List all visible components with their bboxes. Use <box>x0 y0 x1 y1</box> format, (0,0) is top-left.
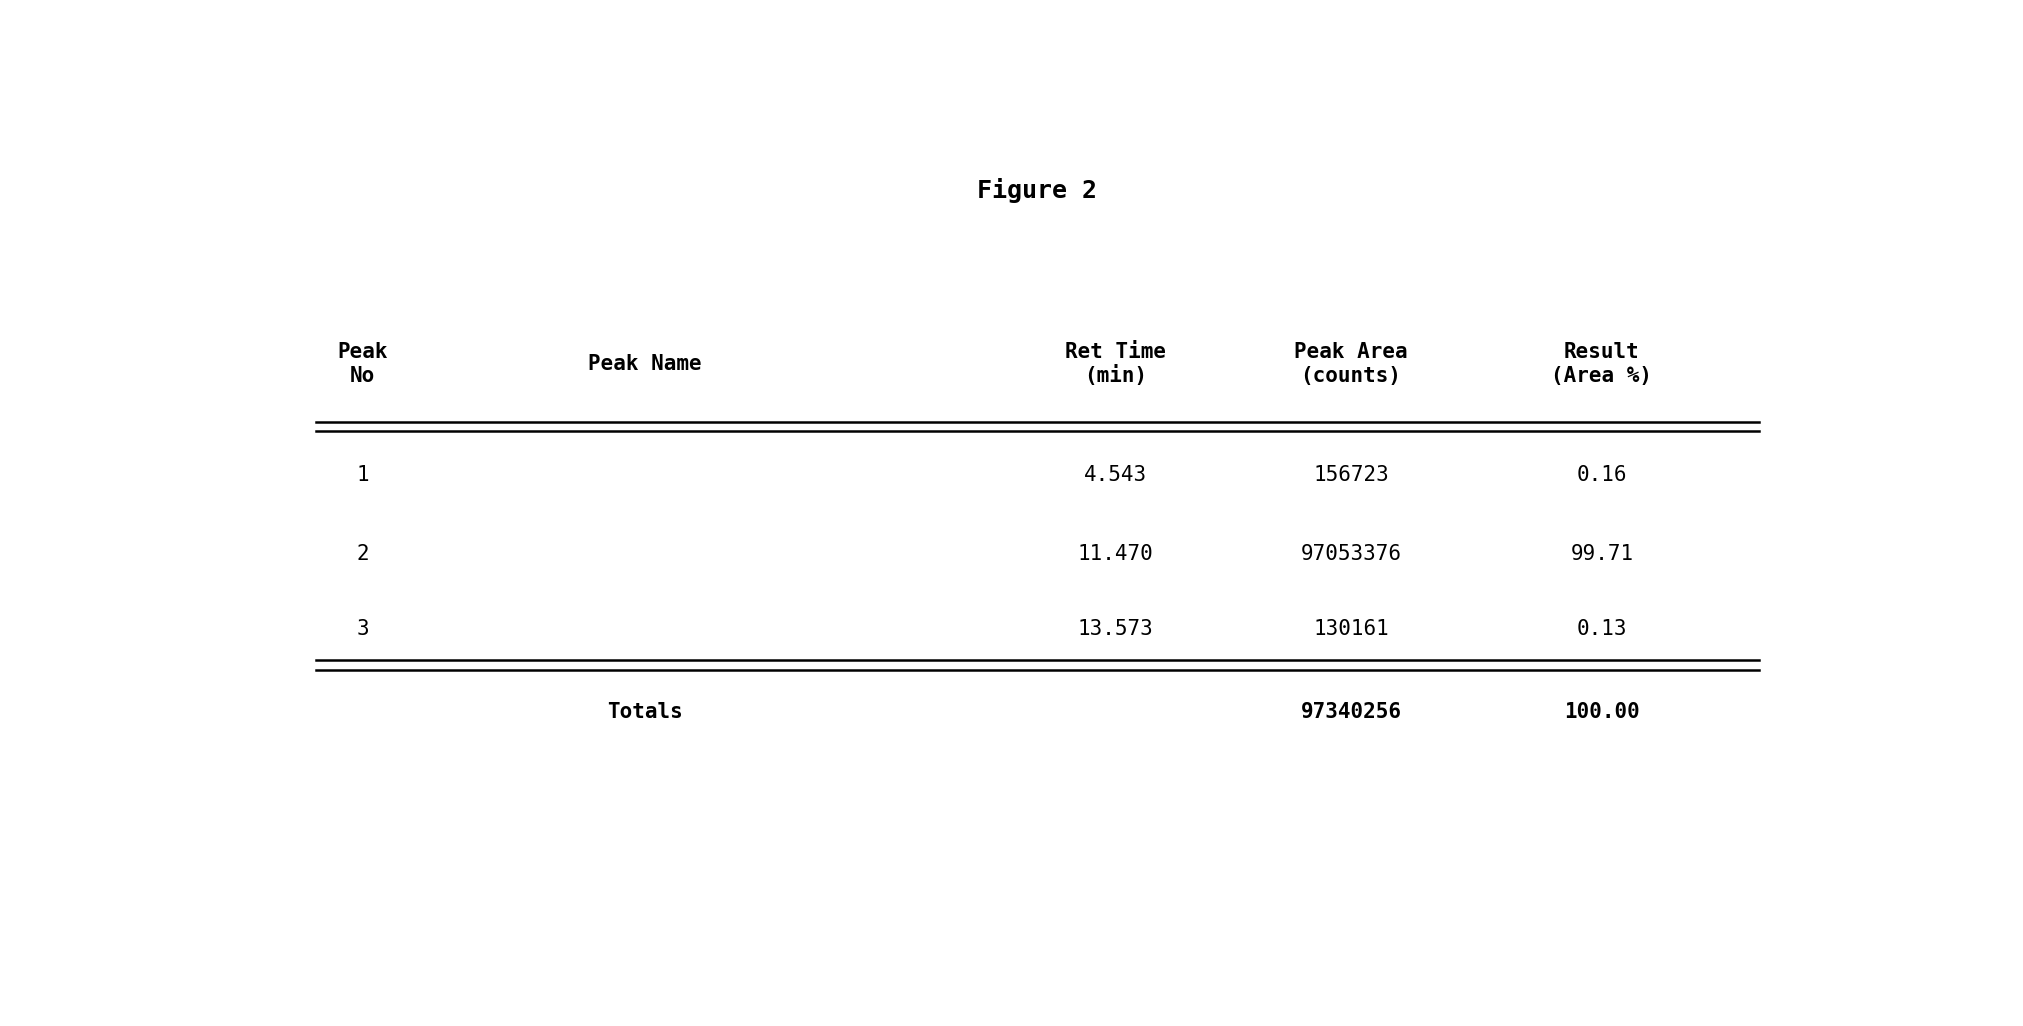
Text: 3: 3 <box>356 619 368 639</box>
Text: 130161: 130161 <box>1313 619 1388 639</box>
Text: Result
(Area %): Result (Area %) <box>1552 343 1651 386</box>
Text: Ret Time
(min): Ret Time (min) <box>1064 342 1165 386</box>
Text: 13.573: 13.573 <box>1078 619 1153 639</box>
Text: 99.71: 99.71 <box>1570 544 1633 563</box>
Text: Peak
No: Peak No <box>338 343 388 386</box>
Text: 0.13: 0.13 <box>1576 619 1626 639</box>
Text: 0.16: 0.16 <box>1576 465 1626 484</box>
Text: 4.543: 4.543 <box>1084 465 1147 484</box>
Text: 156723: 156723 <box>1313 465 1388 484</box>
Text: Figure 2: Figure 2 <box>977 179 1096 203</box>
Text: Peak Name: Peak Name <box>589 354 702 374</box>
Text: 97340256: 97340256 <box>1301 702 1400 721</box>
Text: Totals: Totals <box>607 702 682 721</box>
Text: Peak Area
(counts): Peak Area (counts) <box>1293 343 1408 386</box>
Text: 100.00: 100.00 <box>1564 702 1639 721</box>
Text: 2: 2 <box>356 544 368 563</box>
Text: 11.470: 11.470 <box>1078 544 1153 563</box>
Text: 97053376: 97053376 <box>1301 544 1400 563</box>
Text: 1: 1 <box>356 465 368 484</box>
